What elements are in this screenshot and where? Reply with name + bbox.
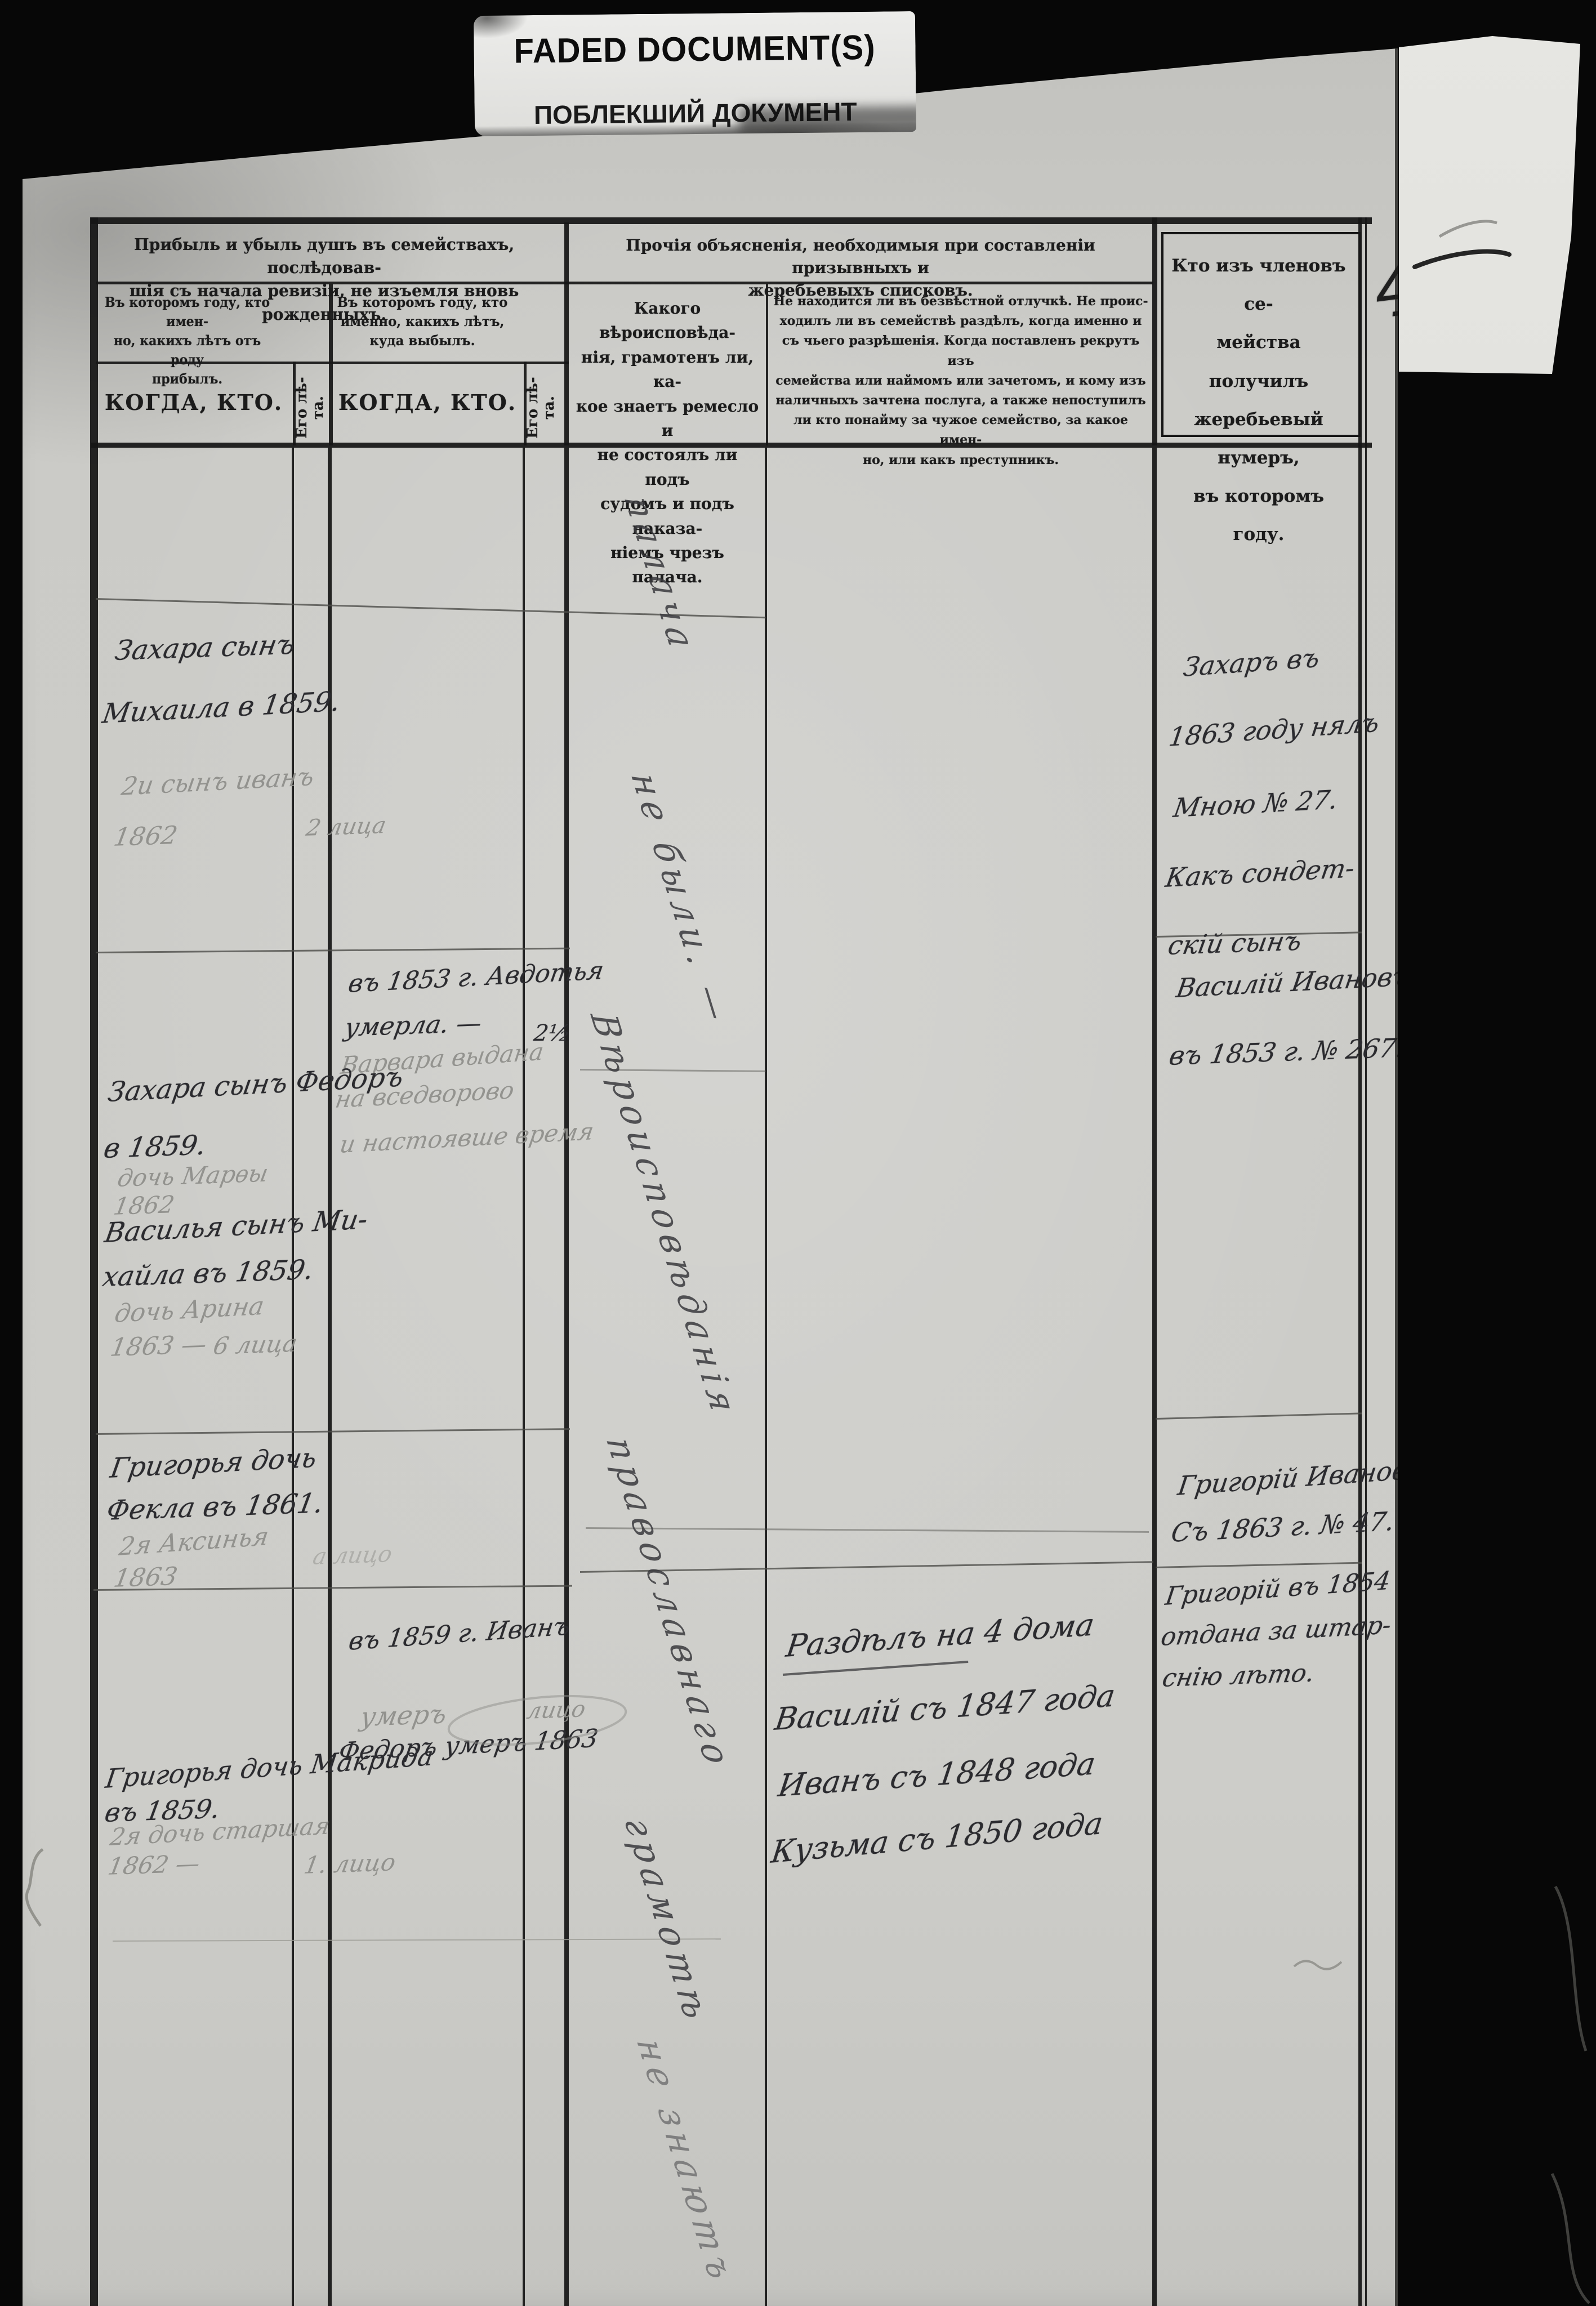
handwritten-entry: 1862: [112, 820, 180, 852]
handwritten-entry: Григорій въ 1854 г.: [1163, 1564, 1421, 1611]
page-right-edge: [1395, 48, 1398, 2306]
gutter-edge: [14, 169, 18, 1014]
diagonal-note: православнаго: [597, 1437, 741, 1770]
header-lot-number: Кто изъ членовъ се- мейства получилъ жер…: [1171, 256, 1346, 545]
handwritten-entry: снію лѣто.: [1160, 1658, 1317, 1693]
handwritten-entry: скій сынъ: [1166, 925, 1304, 961]
header-departed-sub: Въ которомъ году, кто именно, какихъ лѣт…: [337, 294, 508, 349]
block-separator: [1155, 1412, 1362, 1420]
diagonal-note: не знаютъ: [627, 2039, 745, 2285]
handwritten-entry: 2я Аксинья: [117, 1522, 271, 1562]
handwritten-entry: Григорья дочь: [108, 1442, 319, 1484]
block-separator: [95, 947, 570, 953]
faded-document-label-title: FADED DOCUMENT(S): [514, 28, 876, 71]
handwritten-entry: Василій съ 1847 года: [773, 1678, 1118, 1737]
handwritten-entry: 6 лица: [211, 1329, 300, 1360]
block-separator: [1155, 1562, 1362, 1568]
handwritten-entry: Кузьма съ 1850 года: [769, 1805, 1105, 1870]
handwritten-entry: 2 лица: [304, 812, 389, 841]
handwritten-entry: а лицо: [311, 1541, 394, 1570]
handwritten-entry: Мною № 27.: [1171, 784, 1340, 823]
handwritten-entry: 1862 —: [106, 1849, 202, 1880]
block-separator: [585, 1527, 1149, 1533]
handwritten-entry: 1863: [112, 1562, 180, 1593]
header-his-years-departed: Его лѣ- та.: [524, 377, 558, 439]
handwritten-entry: Съ 1863 г. № 47.: [1169, 1505, 1397, 1548]
handwritten-entry: Василій Ивановъ: [1174, 960, 1412, 1003]
handwritten-entry: Раздѣлъ на 4 дома: [784, 1607, 1097, 1664]
diagonal-note: Вѣроисповѣданія: [581, 1013, 747, 1418]
handwritten-entry: Михаила в 1859.: [100, 685, 343, 730]
header-arrived-sub: Въ которомъ году, кто имен- но, какихъ л…: [104, 294, 270, 387]
handwritten-entry: 1863 —: [108, 1330, 209, 1362]
handwritten-entry: дочь Арина: [113, 1291, 266, 1328]
handwritten-entry: хайла въ 1859.: [100, 1254, 316, 1293]
handwritten-entry: Иванъ съ 1848 года: [776, 1745, 1098, 1804]
header-when-who-departed: КОГДА, КТО.: [338, 390, 517, 415]
handwritten-entry: в 1859.: [101, 1129, 209, 1165]
handwritten-entry: въ 1853 г. № 267.: [1167, 1032, 1407, 1071]
handwritten-entry: дочь Марѳы: [115, 1159, 271, 1192]
header-religion-literacy: Какого вѣроисповѣда- нія, грамотенъ ли, …: [576, 299, 759, 587]
handwritten-entry: въ 1859 г. Иванъ: [347, 1611, 572, 1656]
handwritten-entry: 2и сынъ иванъ: [119, 762, 316, 801]
underline-flourish: [782, 1660, 969, 1676]
header-arrivals-departures: Прибыль и убыль душъ въ семействахъ, пос…: [129, 235, 519, 324]
handwritten-entry: Какъ сондет-: [1163, 852, 1357, 893]
handwritten-entry: и настоявше время: [338, 1117, 596, 1158]
handwritten-entry: умеръ: [358, 1698, 449, 1732]
handwritten-entry: 1863 году нялъ: [1167, 707, 1381, 752]
header-other-explanations: Прочія объясненія, необходимыя при соста…: [626, 236, 1095, 300]
handwritten-entry: Захаръ въ: [1182, 642, 1322, 683]
handwritten-entry: лицо: [525, 1696, 588, 1724]
diagonal-note: не были. —: [622, 773, 742, 1026]
handwritten-entry: Захара сынъ: [113, 628, 298, 667]
header-when-who-arrived: КОГДА, КТО.: [104, 390, 283, 415]
edge-writing-stroke: [1550, 2173, 1590, 2304]
header-his-years-arrived: Его лѣ- та.: [293, 377, 327, 439]
diagonal-note: грамотѣ: [615, 1818, 721, 2025]
handwritten-entry: Григорій Ивановъ: [1176, 1453, 1427, 1501]
header-absence-recruit: Не находится ли въ безвѣстной отлучкѣ. Н…: [773, 294, 1148, 467]
handwritten-entry: 1. лицо: [302, 1848, 398, 1879]
pencil-separator: [112, 1938, 721, 1942]
handwritten-entry: умерла. —: [342, 1009, 484, 1042]
faded-document-label: FADED DOCUMENT(S) ПОБЛЕКШИЙ ДОКУМЕНТ: [473, 11, 917, 137]
handwritten-entry: Григорья дочь Макрида: [104, 1740, 436, 1794]
edge-writing-stroke: [1554, 1885, 1588, 2051]
block-separator: [95, 1428, 570, 1435]
header-lot-number-box: [1161, 232, 1361, 437]
